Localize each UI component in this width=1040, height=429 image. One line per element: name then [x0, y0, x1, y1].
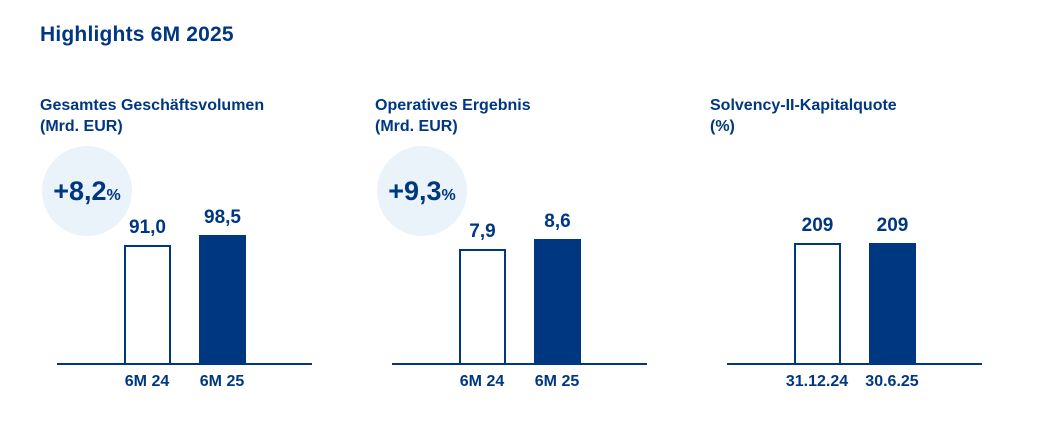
change-badge: +9,3% — [377, 146, 467, 236]
category-label-current: 6M 25 — [199, 373, 245, 390]
category-label-prior: 6M 24 — [124, 373, 170, 390]
bar-value-label-current: 209 — [876, 215, 909, 236]
bar-prior-period — [459, 249, 506, 365]
bar-group-current: 98,5 — [199, 207, 246, 365]
chart-unit-label: (Mrd. EUR) — [375, 118, 458, 135]
chart-title-operating-result: Operatives Ergebnis (Mrd. EUR) — [375, 95, 675, 137]
category-label-prior: 6M 24 — [459, 373, 505, 390]
chart-title-business-volume: Gesamtes Geschäftsvolumen (Mrd. EUR) — [40, 95, 340, 137]
change-badge-text: +9,3% — [388, 176, 456, 207]
bar-value-label-current: 8,6 — [544, 211, 571, 232]
bar-value-label-prior: 209 — [801, 215, 834, 236]
bar-group-current: 209 — [869, 215, 916, 365]
bar-group-prior: 7,9 — [459, 221, 506, 365]
bar-group-current: 8,6 — [534, 211, 581, 365]
bar-current-period — [869, 243, 916, 365]
x-axis — [727, 363, 982, 365]
bar-value-label-prior: 91,0 — [129, 217, 166, 238]
chart-title-solvency-ratio: Solvency-II-Kapitalquote (%) — [710, 95, 1010, 137]
bar-current-period — [534, 239, 581, 365]
category-label-prior: 31.12.24 — [785, 373, 849, 390]
chart-title-line: Operatives Ergebnis — [375, 97, 531, 114]
bar-current-period — [199, 235, 246, 365]
bar-prior-period — [794, 243, 841, 365]
change-badge-text: +8,2% — [53, 176, 121, 207]
page-title: Highlights 6M 2025 — [40, 23, 234, 46]
bar-group-prior: 91,0 — [124, 217, 171, 365]
x-axis — [392, 363, 647, 365]
chart-solvency-ratio: Solvency-II-Kapitalquote (%) 209 209 31.… — [710, 95, 1010, 407]
category-label-current: 30.6.25 — [865, 373, 919, 390]
bar-value-label-prior: 7,9 — [469, 221, 496, 242]
category-label-current: 6M 25 — [534, 373, 580, 390]
chart-unit-label: (Mrd. EUR) — [40, 118, 123, 135]
bar-value-label-current: 98,5 — [204, 207, 241, 228]
change-value: +9,3 — [388, 175, 442, 206]
bar-prior-period — [124, 245, 171, 365]
chart-unit-label: (%) — [710, 118, 735, 135]
x-axis — [57, 363, 312, 365]
percent-sign: % — [441, 186, 456, 204]
chart-operating-result: Operatives Ergebnis (Mrd. EUR) +9,3% 7,9… — [375, 95, 675, 407]
change-value: +8,2 — [53, 175, 107, 206]
chart-business-volume: Gesamtes Geschäftsvolumen (Mrd. EUR) +8,… — [40, 95, 340, 407]
chart-title-line: Solvency-II-Kapitalquote — [710, 97, 897, 114]
chart-title-line: Gesamtes Geschäftsvolumen — [40, 97, 265, 114]
change-badge: +8,2% — [42, 146, 132, 236]
percent-sign: % — [106, 186, 121, 204]
bar-group-prior: 209 — [794, 215, 841, 365]
